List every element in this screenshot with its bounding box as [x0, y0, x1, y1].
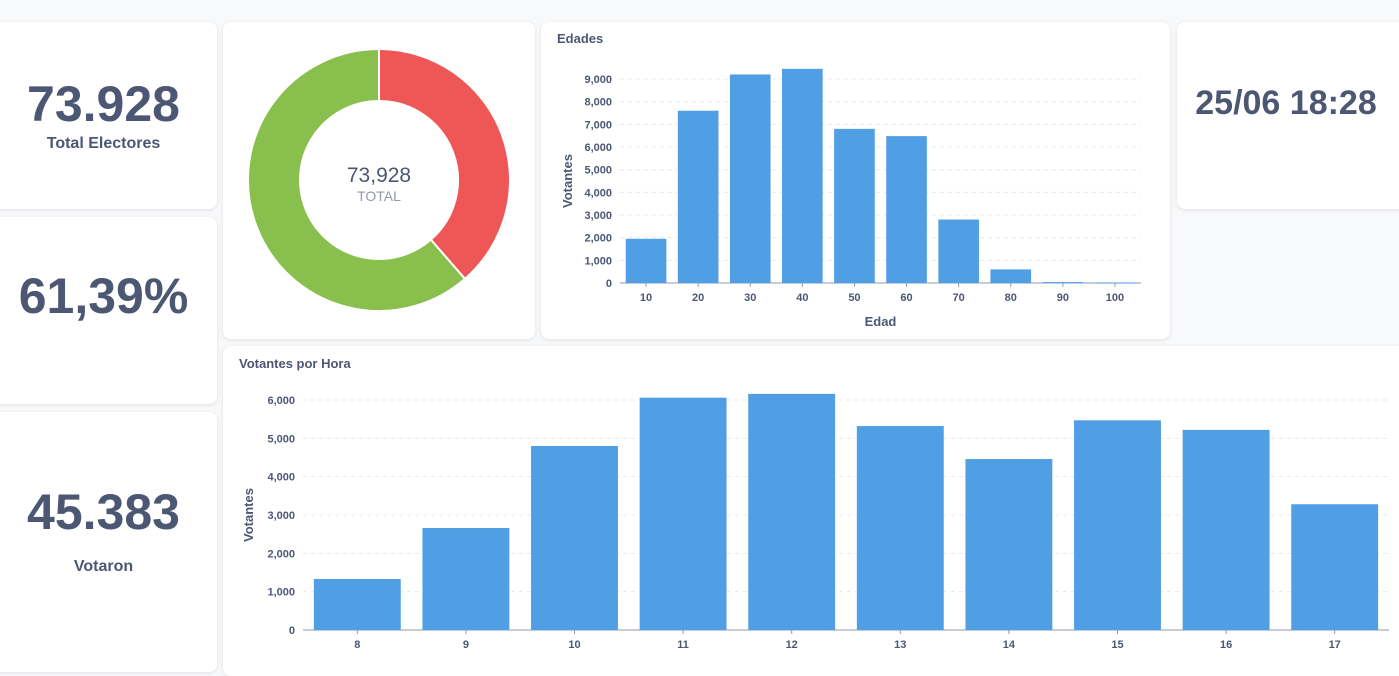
- hora-bar-13[interactable]: [856, 426, 944, 630]
- hora-ytick: 6,000: [267, 395, 295, 407]
- hora-xtick-label: 12: [786, 639, 798, 651]
- hora-bar-16[interactable]: [1182, 429, 1270, 630]
- hora-bar-14[interactable]: [965, 459, 1053, 630]
- donut-center-label: TOTAL: [357, 188, 401, 204]
- hora-ytick: 0: [289, 625, 295, 637]
- hora-ytick: 4,000: [267, 472, 295, 484]
- datetime-value: 25/06 18:28: [1195, 84, 1377, 122]
- edades-bar-80[interactable]: [990, 269, 1032, 283]
- percent-value: 61,39%: [18, 267, 189, 324]
- hora-ytick: 3,000: [267, 510, 295, 522]
- edades-ytick: 4,000: [584, 187, 612, 199]
- edades-ytick: 2,000: [584, 233, 612, 245]
- edades-ylabel: Votantes: [560, 154, 575, 208]
- edades-ytick: 3,000: [584, 210, 612, 222]
- datetime-card: 25/06 18:28: [1177, 22, 1399, 209]
- edades-ytick: 6,000: [584, 142, 612, 154]
- edades-ytick: 5,000: [584, 165, 612, 177]
- edades-bar-60[interactable]: [886, 136, 927, 283]
- hora-xtick-label: 13: [894, 639, 906, 651]
- edades-bar-40[interactable]: [782, 68, 823, 283]
- edades-ytick: 1,000: [584, 255, 612, 267]
- hora-bar-10[interactable]: [531, 446, 618, 630]
- hora-xtick-label: 17: [1329, 639, 1341, 651]
- edades-bar-50[interactable]: [834, 128, 875, 283]
- votaron-label: Votaron: [73, 558, 134, 575]
- hora-bar-11[interactable]: [639, 397, 727, 630]
- hora-xtick-label: 8: [354, 639, 360, 651]
- total-electores-card: 73.928 Total Electores: [0, 22, 217, 209]
- edades-bar-10[interactable]: [625, 238, 667, 283]
- hora-bar-12[interactable]: [748, 393, 836, 630]
- hora-bar-8[interactable]: [313, 579, 401, 630]
- percent-card: 61,39%: [0, 217, 217, 404]
- hora-bar-15[interactable]: [1074, 420, 1161, 630]
- edades-ytick: 0: [606, 278, 612, 290]
- donut-chart: 73,928 TOTAL: [247, 47, 511, 312]
- edades-xlabel: Edad: [865, 314, 897, 329]
- votantes-hora-chart: 0 1,000 2,000 3,000 4,000 5,000 6,000 8 9 10 11 12 1…: [241, 393, 1389, 651]
- edades-xtick-label: 100: [1106, 292, 1124, 304]
- edades-bar-20[interactable]: [677, 110, 719, 283]
- hora-ylabel: Votantes: [241, 488, 256, 542]
- hora-xtick-label: 11: [677, 639, 689, 651]
- edades-bar-70[interactable]: [938, 219, 979, 283]
- hora-xtick-label: 16: [1220, 639, 1232, 651]
- total-electores-label: Total Electores: [46, 134, 161, 152]
- edades-xtick-label: 20: [692, 292, 704, 304]
- votantes-hora-title: Votantes por Hora: [239, 356, 351, 371]
- hora-ytick: 5,000: [267, 433, 295, 445]
- edades-bar-90[interactable]: [1042, 282, 1084, 284]
- hora-ytick: 2,000: [267, 548, 295, 560]
- votaron-value: 45.383: [27, 484, 180, 540]
- edades-xtick-label: 80: [1005, 292, 1017, 304]
- edades-ytick: 9,000: [584, 74, 612, 86]
- hora-bar-17[interactable]: [1291, 504, 1379, 630]
- edades-xtick-label: 50: [848, 292, 860, 304]
- edades-card: Edades 0 1,000 2,000 3,000 4,000 5,000 6,000 7,…: [541, 22, 1170, 339]
- edades-xtick-label: 40: [796, 292, 808, 304]
- hora-xtick-label: 10: [568, 639, 580, 651]
- edades-chart: 0 1,000 2,000 3,000 4,000 5,000 6,000 7,000 8,00…: [560, 68, 1141, 329]
- edades-bar-30[interactable]: [729, 74, 771, 283]
- edades-xtick-label: 10: [640, 292, 652, 304]
- hora-ytick: 1,000: [267, 587, 295, 599]
- edades-ytick: 7,000: [584, 119, 612, 131]
- edades-xtick-label: 30: [744, 292, 756, 304]
- votantes-hora-card: Votantes por Hora 0 1,000 2,000 3,000 4,000 5…: [223, 346, 1399, 676]
- donut-slice-1: [378, 47, 511, 281]
- total-electores-value: 73.928: [27, 75, 180, 132]
- edades-xtick-label: 70: [953, 292, 965, 304]
- edades-xtick-label: 60: [900, 292, 912, 304]
- edades-xtick-label: 90: [1057, 292, 1069, 304]
- donut-card: 73,928 TOTAL: [223, 22, 535, 339]
- hora-bar-9[interactable]: [422, 528, 510, 630]
- donut-center-value: 73,928: [347, 164, 411, 187]
- edades-title: Edades: [557, 31, 604, 46]
- donut-slice-0: [247, 47, 467, 312]
- hora-xtick-label: 14: [1003, 639, 1016, 651]
- hora-xtick-label: 15: [1111, 639, 1123, 651]
- votaron-card: 45.383 Votaron: [0, 412, 217, 672]
- hora-xtick-label: 9: [463, 639, 469, 651]
- edades-ytick: 8,000: [584, 97, 612, 109]
